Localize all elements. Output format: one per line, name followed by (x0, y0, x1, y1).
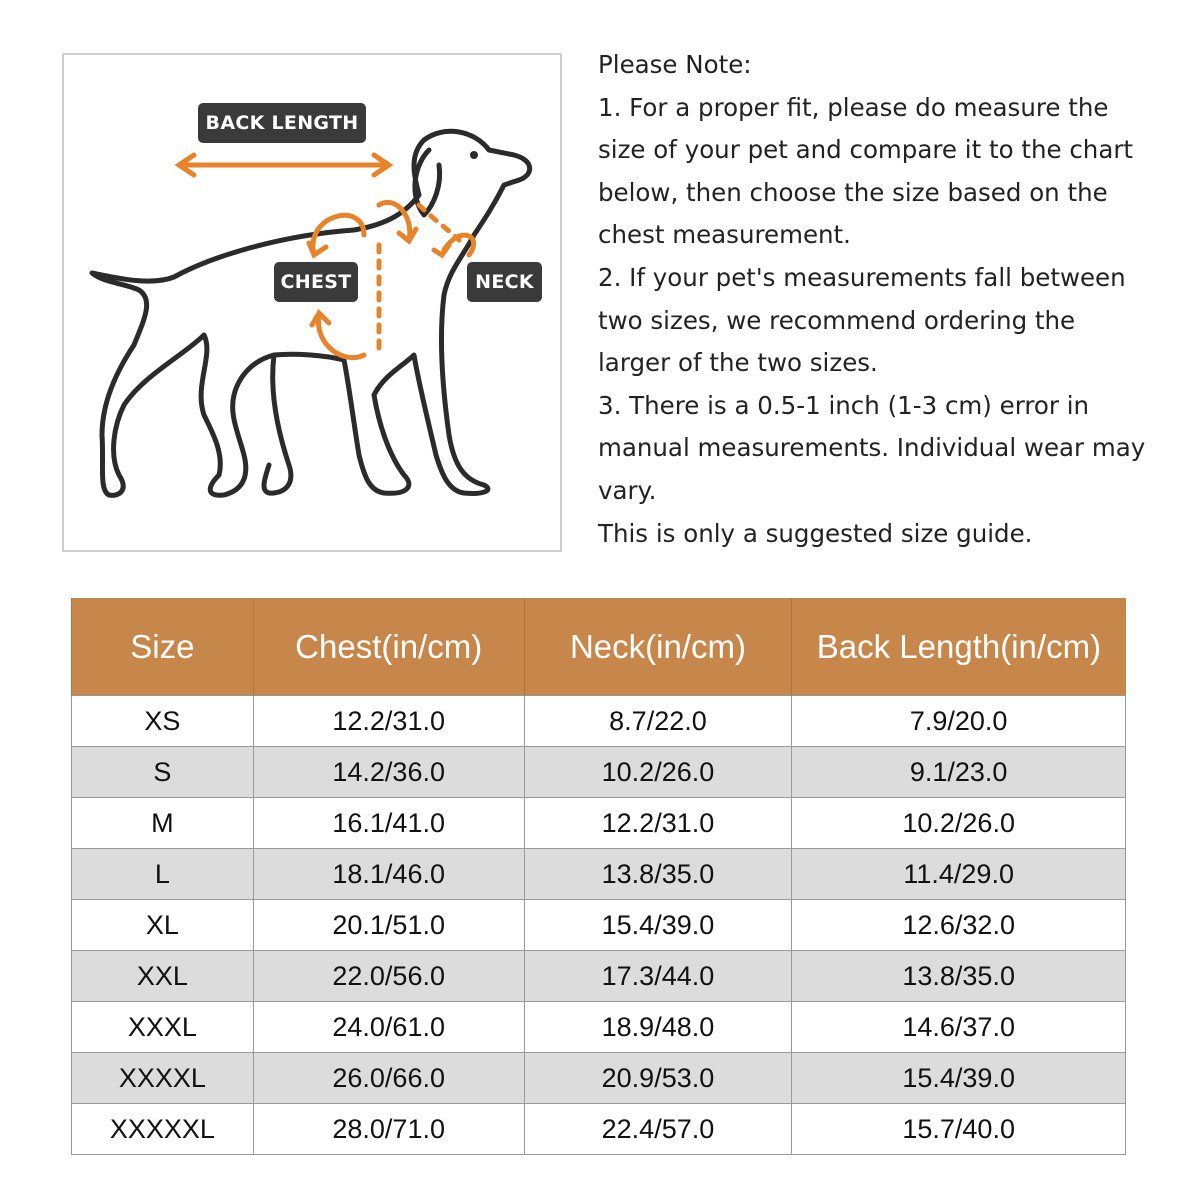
cell-neck: 15.4/39.0 (523, 899, 793, 951)
cell-neck: 13.8/35.0 (523, 848, 793, 900)
cell-chest: 20.1/51.0 (252, 899, 525, 951)
cell-chest: 18.1/46.0 (252, 848, 525, 900)
chest-arrow-top (306, 212, 367, 259)
cell-back-length: 11.4/29.0 (791, 848, 1126, 900)
measure-arrows (174, 152, 477, 361)
header-chest: Chest(in/cm) (252, 598, 525, 696)
cell-chest: 28.0/71.0 (252, 1103, 525, 1155)
dog-outline (89, 128, 533, 498)
neck-dashed-line (416, 202, 462, 243)
cell-back-length: 15.4/39.0 (791, 1052, 1126, 1104)
note-item: 2. If your pet's measurements fall betwe… (598, 262, 1126, 378)
cell-back-length: 14.6/37.0 (791, 1001, 1126, 1053)
dog-ear (412, 147, 443, 218)
cell-chest: 12.2/31.0 (252, 695, 525, 747)
cell-size: XXXXL (71, 1052, 254, 1104)
cell-back-length: 9.1/23.0 (791, 746, 1126, 798)
chest-arrow-bottom (309, 308, 367, 361)
cell-size: XS (71, 695, 254, 747)
note-title: Please Note: (598, 50, 752, 79)
cell-size: XXXL (71, 1001, 254, 1053)
cell-size: XXL (71, 950, 254, 1002)
cell-neck: 18.9/48.0 (523, 1001, 793, 1053)
cell-back-length: 12.6/32.0 (791, 899, 1126, 951)
cell-neck: 10.2/26.0 (523, 746, 793, 798)
cell-chest: 16.1/41.0 (252, 797, 525, 849)
table-header-row: Size Chest(in/cm) Neck(in/cm) Back Lengt… (71, 598, 1126, 696)
cell-chest: 24.0/61.0 (252, 1001, 525, 1053)
cell-back-length: 13.8/35.0 (791, 950, 1126, 1002)
cell-chest: 26.0/66.0 (252, 1052, 525, 1104)
table-row: L 18.1/46.0 13.8/35.0 11.4/29.0 (71, 848, 1126, 900)
cell-neck: 20.9/53.0 (523, 1052, 793, 1104)
cell-neck: 8.7/22.0 (523, 695, 793, 747)
header-size: Size (71, 598, 254, 696)
cell-neck: 17.3/44.0 (523, 950, 793, 1002)
dog-measurement-diagram: BACK LENGTH CHEST NECK (62, 53, 562, 552)
cell-neck: 12.2/31.0 (523, 797, 793, 849)
table-row: S 14.2/36.0 10.2/26.0 9.1/23.0 (71, 746, 1126, 798)
back-length-label: BACK LENGTH (198, 103, 366, 143)
neck-arrow-right (431, 232, 477, 259)
table-row: XXL 22.0/56.0 17.3/44.0 13.8/35.0 (71, 950, 1126, 1002)
cell-size: M (71, 797, 254, 849)
table-row: XXXXXL 28.0/71.0 22.4/57.0 15.7/40.0 (71, 1103, 1126, 1155)
table-row: XXXXL 26.0/66.0 20.9/53.0 15.4/39.0 (71, 1052, 1126, 1104)
cell-size: XL (71, 899, 254, 951)
size-table: Size Chest(in/cm) Neck(in/cm) Back Lengt… (71, 598, 1126, 1155)
note-item: This is only a suggested size guide. (598, 518, 1033, 548)
table-row: XS 12.2/31.0 8.7/22.0 7.9/20.0 (71, 695, 1126, 747)
note-item: 1. For a proper fit, please do measure t… (598, 92, 1134, 250)
header-back-length: Back Length(in/cm) (791, 598, 1126, 696)
cell-back-length: 10.2/26.0 (791, 797, 1126, 849)
cell-size: XXXXXL (71, 1103, 254, 1155)
header-neck: Neck(in/cm) (523, 598, 792, 696)
cell-chest: 22.0/56.0 (252, 950, 525, 1002)
cell-neck: 22.4/57.0 (523, 1103, 793, 1155)
note-item: 3. There is a 0.5-1 inch (1-3 cm) error … (598, 390, 1146, 505)
cell-chest: 14.2/36.0 (252, 746, 525, 798)
please-note: Please Note: 1. For a proper fit, please… (598, 44, 1150, 555)
table-row: M 16.1/41.0 12.2/31.0 10.2/26.0 (71, 797, 1126, 849)
back-length-arrow (174, 152, 394, 178)
table-row: XL 20.1/51.0 15.4/39.0 12.6/32.0 (71, 899, 1126, 951)
cell-back-length: 15.7/40.0 (791, 1103, 1126, 1155)
table-row: XXXL 24.0/61.0 18.9/48.0 14.6/37.0 (71, 1001, 1126, 1053)
dog-hindleg-inner (261, 352, 294, 496)
neck-arrow-left (376, 200, 419, 245)
cell-size: L (71, 848, 254, 900)
cell-back-length: 7.9/20.0 (791, 695, 1126, 747)
dog-eye (470, 151, 478, 159)
neck-label: NECK (467, 262, 542, 302)
dog-illustration (89, 128, 533, 498)
chest-label: CHEST (274, 262, 358, 302)
cell-size: S (71, 746, 254, 798)
